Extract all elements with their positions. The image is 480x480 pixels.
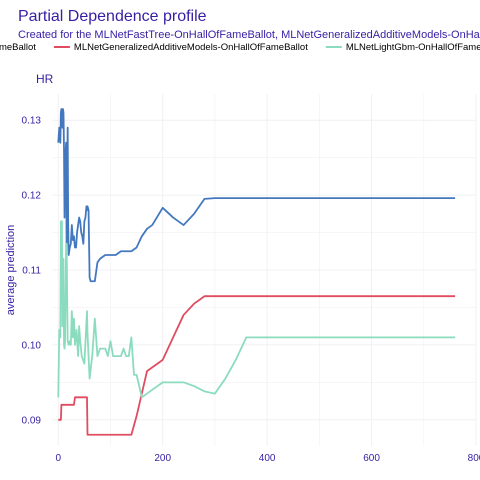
y-axis-label: average prediction	[5, 225, 17, 316]
y-tick-label: 0.12	[22, 191, 42, 202]
legend-item-2: MLNetGeneralizedAdditiveModels-OnHallOfF…	[53, 42, 308, 53]
series-line-1	[57, 108, 456, 283]
series-line-3	[57, 220, 456, 399]
legend-label: MLNetGeneralizedAdditiveModels-OnHallOfF…	[74, 42, 308, 53]
series-line-2	[58, 295, 456, 436]
panel-label: HR	[36, 72, 54, 86]
legend-item-1: MLNetFastTree-OnHallOfFameBallot	[0, 42, 36, 53]
series-layer	[57, 108, 456, 436]
chart-subtitle: Created for the MLNetFastTree-OnHallOfFa…	[18, 29, 480, 41]
x-tick-label: 200	[154, 453, 171, 464]
y-tick-label: 0.11	[22, 266, 41, 277]
grid	[52, 94, 477, 446]
x-tick-label: 600	[363, 453, 380, 464]
y-tick-label: 0.13	[22, 116, 42, 127]
y-axis: 0.09 0.10 0.11 0.12 0.13	[22, 116, 42, 427]
legend-item-3: MLNetLightGbm-OnHallOfFameBallot	[325, 42, 480, 53]
x-tick-label: 0	[55, 453, 61, 464]
legend-label: MLNetLightGbm-OnHallOfFameBallot	[346, 42, 480, 53]
x-axis: 0 200 400 600 800	[55, 453, 480, 464]
legend-label: MLNetFastTree-OnHallOfFameBallot	[0, 42, 36, 53]
y-tick-label: 0.09	[22, 415, 42, 426]
x-tick-label: 800	[468, 453, 480, 464]
legend: MLNetFastTree-OnHallOfFameBallot MLNetGen…	[0, 42, 480, 53]
x-tick-label: 400	[259, 453, 276, 464]
y-tick-label: 0.10	[22, 340, 42, 351]
chart-title: Partial Dependence profile	[18, 8, 207, 25]
